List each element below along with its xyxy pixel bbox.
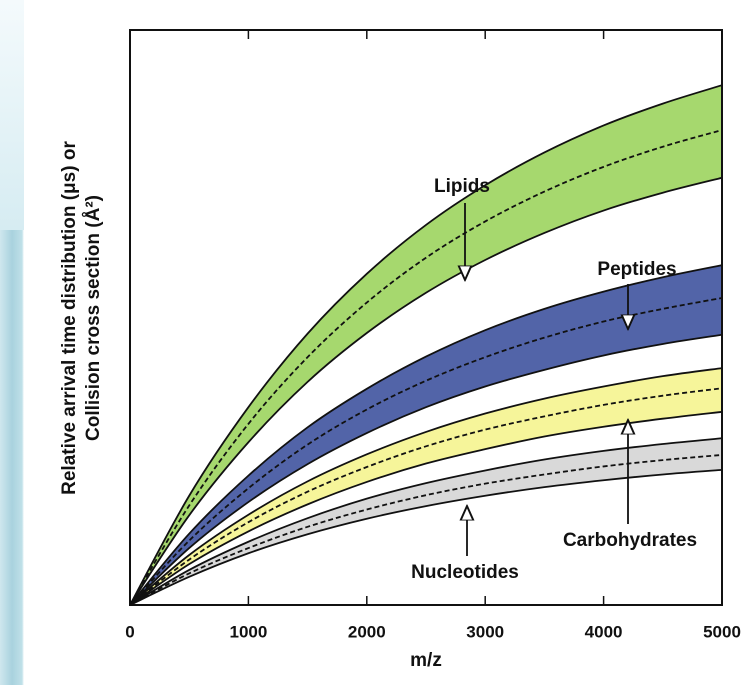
band-edge <box>129 437 723 606</box>
band-center-line <box>129 129 723 606</box>
band-area <box>130 265 722 605</box>
bands <box>129 84 723 606</box>
x-tick-label: 3000 <box>466 622 504 641</box>
band-center-line <box>129 387 723 606</box>
band-area <box>130 368 722 605</box>
band-label: Lipids <box>434 176 490 197</box>
band-label: Peptides <box>597 259 676 280</box>
y-axis-label: Collision cross section (Å²) <box>83 195 104 441</box>
plot-frame <box>129 29 723 606</box>
x-tick-label: 4000 <box>585 622 623 641</box>
band-edge <box>129 468 723 606</box>
ticks: 0 1000 2000 3000 4000 5000 <box>125 30 741 641</box>
band-edge <box>129 84 723 606</box>
x-tick-label: 2000 <box>348 622 386 641</box>
band-edge <box>129 410 723 606</box>
band-edge <box>129 264 723 606</box>
band-center-line <box>129 454 723 606</box>
band-label: Carbohydrates <box>563 530 697 551</box>
x-tick-label: 0 <box>125 622 134 641</box>
x-tick-label: 1000 <box>229 622 267 641</box>
band-edge <box>129 367 723 606</box>
x-axis-label: m/z <box>410 650 442 671</box>
band-edge <box>129 176 723 606</box>
background-strip <box>0 0 24 230</box>
band-edge <box>129 333 723 606</box>
band-label: Nucleotides <box>411 562 519 583</box>
x-tick-label: 5000 <box>703 622 741 641</box>
y-axis-label: Relative arrival time distribution (μs) … <box>59 141 80 495</box>
band-area <box>130 438 722 605</box>
band-center-line <box>129 297 723 606</box>
band-area <box>130 85 722 605</box>
